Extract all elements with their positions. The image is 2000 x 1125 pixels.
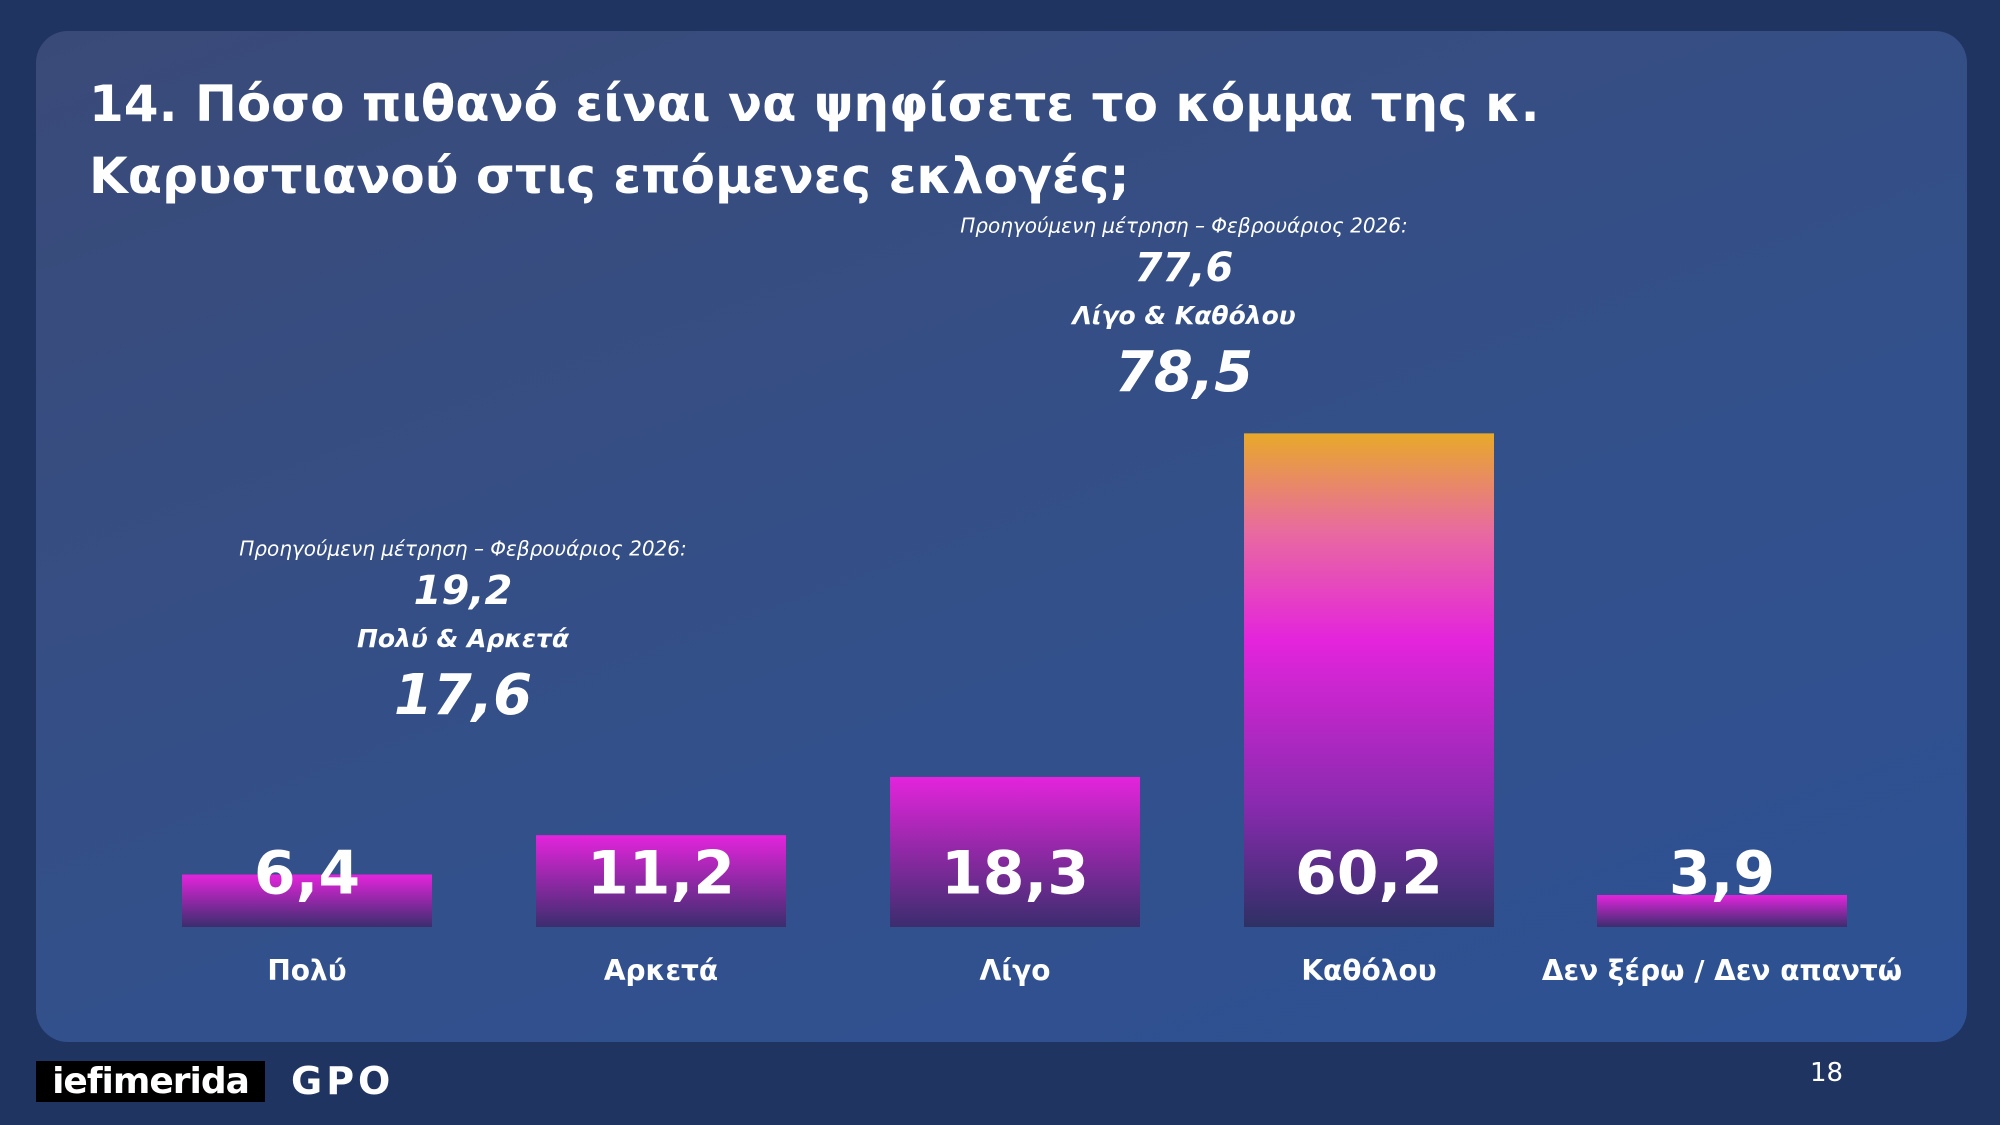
logo-left: iefimerida [36, 1061, 265, 1102]
previous-value: 77,6 [1135, 245, 1234, 291]
x-tick-label: Πολύ [267, 954, 346, 987]
previous-label: Προηγούμενη μέτρηση – Φεβρουάριος 2026: [960, 214, 1407, 238]
value-label: 3,9 [1669, 839, 1775, 909]
group-value: 78,5 [1115, 340, 1253, 405]
bar [890, 776, 1140, 927]
bar [1597, 895, 1847, 927]
value-label: 60,2 [1295, 839, 1443, 909]
previous-label: Προηγούμενη μέτρηση – Φεβρουάριος 2026: [239, 537, 686, 561]
x-tick-label: Λίγο [980, 954, 1051, 987]
group-value: 17,6 [394, 663, 532, 728]
x-tick-label: Αρκετά [604, 954, 718, 987]
value-label: 6,4 [254, 839, 360, 909]
value-label: 11,2 [587, 839, 735, 909]
chart-title: 14. Πόσο πιθανό είναι να ψηφίσετε το κόμ… [89, 75, 1540, 205]
value-label: 18,3 [941, 839, 1089, 909]
bar [536, 835, 786, 927]
x-tick-label: Δεν ξέρω / Δεν απαντώ [1542, 954, 1902, 987]
bar [182, 874, 432, 927]
bar [1244, 433, 1494, 927]
group-label: Λίγο & Καθόλου [1070, 301, 1295, 330]
group-label: Πολύ & Αρκετά [357, 624, 570, 653]
x-tick-label: Καθόλου [1301, 954, 1436, 987]
page-number: 18 [1810, 1058, 1844, 1088]
logo-right: GPO [291, 1059, 395, 1103]
previous-value: 19,2 [414, 568, 513, 614]
